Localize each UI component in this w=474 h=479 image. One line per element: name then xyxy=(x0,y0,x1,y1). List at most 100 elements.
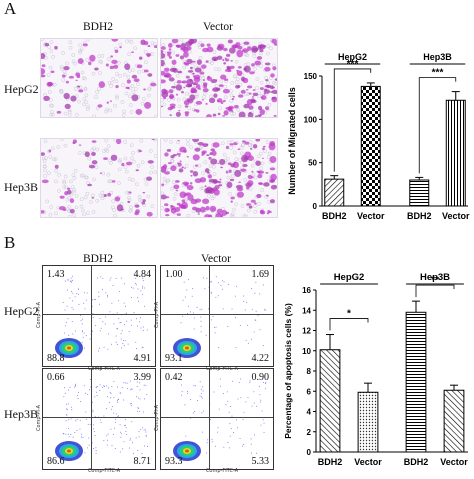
micrograph-hepg2-bdh2 xyxy=(40,38,158,118)
quadrant-lr: 4.91 xyxy=(133,353,152,364)
y-tick-label: 16 xyxy=(302,286,311,295)
quadrant-ur: 1.69 xyxy=(251,269,270,280)
panel-a-row-hepg2: HepG2 xyxy=(4,82,39,96)
x-tick-label: Vector xyxy=(357,211,385,221)
quadrant-lr: 5.33 xyxy=(251,456,270,467)
group-label: Hep3B xyxy=(423,52,452,62)
panel-a-col-vector: Vector xyxy=(202,21,233,33)
error-bar xyxy=(451,91,460,101)
quadrant-ur: 0.90 xyxy=(251,372,270,383)
y-tick-label: 0 xyxy=(313,202,318,211)
panel-b-letter: B xyxy=(4,233,16,252)
micrograph-hepg2-vector xyxy=(160,38,278,118)
quadrant-ll: 86.6 xyxy=(47,456,65,467)
flow-x-axis-label: Comp-FITC-A xyxy=(87,366,121,372)
panel-b-row-hep3b: Hep3B xyxy=(4,407,38,421)
significance-bracket: *** xyxy=(333,59,372,172)
y-axis: 0 2 4 6 8 10 12 14 16 xyxy=(302,286,468,457)
x-tick-label: Vector xyxy=(354,457,382,467)
bar-vector-hepg2 xyxy=(360,85,381,207)
group-bracket: HepG2 xyxy=(320,272,378,285)
significance-bracket: ** xyxy=(415,275,455,298)
bar-vector-hep3b xyxy=(443,389,465,453)
x-tick-label: BDH2 xyxy=(404,457,429,467)
quadrant-ul: 0.42 xyxy=(165,372,183,383)
x-tick-label: BDH2 xyxy=(318,457,343,467)
flow-y-axis-label: Comp-PI-A xyxy=(154,404,161,432)
y-tick-label: 0 xyxy=(307,448,312,457)
quadrant-ll: 88.8 xyxy=(47,353,65,364)
y-axis: 0 50 100 150 xyxy=(304,72,468,211)
significance-label: *** xyxy=(432,68,444,79)
micrograph-hep3b-vector xyxy=(160,138,278,218)
migration-bar-chart: 0 50 100 150 Number of Migrated cells BDH2 Vec… xyxy=(282,48,472,228)
panel-b-col-vector: Vector xyxy=(200,253,231,265)
panel-a-letter: A xyxy=(4,0,17,18)
flow-y-axis-label: Comp-PI-A xyxy=(154,301,161,329)
flow-plot-hepg2-vector: 1.00 1.69 93.1 4.22 xyxy=(160,265,274,367)
x-tick-label: BDH2 xyxy=(322,211,347,221)
y-tick-label: 50 xyxy=(308,159,317,168)
significance-bracket: *** xyxy=(418,68,457,174)
group-bracket: Hep3B xyxy=(406,272,464,285)
significance-label: ** xyxy=(431,275,439,286)
quadrant-ll: 93.3 xyxy=(165,456,183,467)
y-tick-label: 100 xyxy=(304,115,318,124)
flow-plot-hep3b-bdh2: 0.66 3.99 86.6 8.71 xyxy=(42,368,156,470)
group-label: HepG2 xyxy=(338,52,367,62)
panel-b-col-bdh2: BDH2 xyxy=(82,253,114,265)
y-tick-label: 6 xyxy=(307,387,312,396)
x-tick-label: Vector xyxy=(442,211,470,221)
error-bar xyxy=(364,382,372,393)
y-axis-label: Number of Migrated cells xyxy=(287,87,297,195)
error-bar xyxy=(326,334,334,350)
group-label: Hep3B xyxy=(420,272,450,283)
significance-label: *** xyxy=(347,59,359,70)
y-tick-label: 14 xyxy=(302,306,311,315)
flow-x-axis-label: Comp-FITC-A xyxy=(205,366,239,372)
bar-vector-hep3b xyxy=(445,99,466,207)
y-tick-label: 8 xyxy=(307,367,312,376)
error-bar xyxy=(366,82,375,87)
panel-a-row-hep3b: Hep3B xyxy=(4,180,38,194)
quadrant-ll: 93.1 xyxy=(165,353,183,364)
error-bar xyxy=(450,384,458,391)
flow-x-axis-label: Comp-FITC-A xyxy=(87,468,121,474)
quadrant-lr: 4.22 xyxy=(251,353,270,364)
quadrant-ur: 3.99 xyxy=(133,372,152,383)
y-tick-label: 10 xyxy=(302,347,311,356)
y-tick-label: 4 xyxy=(307,408,312,417)
bar-bdh2-hep3b xyxy=(405,311,427,453)
y-tick-label: 2 xyxy=(307,428,312,437)
x-tick-label: Vector xyxy=(440,457,468,467)
bar-bdh2-hep3b xyxy=(409,179,430,207)
panel-b-row-hepg2: HepG2 xyxy=(4,304,39,318)
bar-vector-hepg2 xyxy=(357,391,379,453)
y-tick-label: 150 xyxy=(304,72,318,81)
y-axis-label: Percentage of apoptosis cells (%) xyxy=(283,303,293,439)
bar-bdh2-hepg2 xyxy=(324,178,345,207)
flow-y-axis-label: Comp-PI-A xyxy=(36,404,43,432)
apoptosis-bar-chart: 0 2 4 6 8 10 12 14 16 Percentage of apoptosis cel… xyxy=(278,268,472,474)
panel-a-col-bdh2: BDH2 xyxy=(82,21,114,33)
flow-x-axis-label: Comp-FITC-A xyxy=(205,468,239,474)
y-tick-label: 12 xyxy=(302,327,311,336)
group-label: HepG2 xyxy=(334,272,365,283)
flow-plot-hepg2-bdh2: 1.43 4.84 88.8 4.91 xyxy=(42,265,156,367)
significance-label: * xyxy=(347,309,351,320)
flow-y-axis-label: Comp-PI-A xyxy=(36,301,43,329)
micrograph-hep3b-bdh2 xyxy=(40,138,158,218)
significance-bracket: * xyxy=(329,309,369,331)
error-bar xyxy=(330,175,339,180)
error-bar xyxy=(412,300,420,313)
quadrant-ul: 1.00 xyxy=(165,269,183,280)
quadrant-ur: 4.84 xyxy=(133,269,152,280)
group-bracket: HepG2 xyxy=(324,52,381,65)
quadrant-lr: 8.71 xyxy=(133,456,152,467)
error-bar xyxy=(415,176,424,180)
quadrant-ul: 0.66 xyxy=(47,372,65,383)
bar-bdh2-hepg2 xyxy=(319,349,341,453)
x-tick-label: BDH2 xyxy=(407,211,432,221)
group-bracket: Hep3B xyxy=(409,52,466,65)
quadrant-ul: 1.43 xyxy=(47,269,65,280)
